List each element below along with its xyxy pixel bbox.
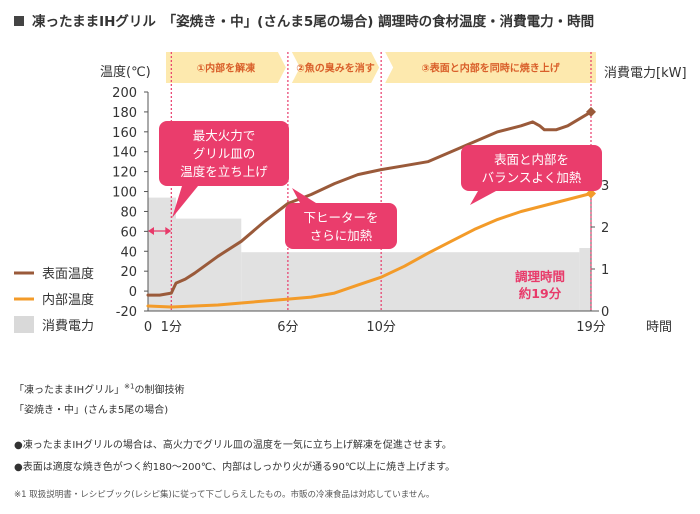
callout-tail-0 <box>172 186 198 218</box>
y-left-tick-0: 200 <box>112 86 137 101</box>
callout-text-1-0: 下ヒーターを <box>303 210 378 225</box>
y-left-tick-5: 100 <box>112 186 137 201</box>
y-left-tick-8: 40 <box>120 245 137 260</box>
x-tick-1: 1分 <box>161 320 182 335</box>
y-right-tick-1: 2 <box>601 221 609 236</box>
phase-banner-2 <box>385 52 596 83</box>
y-left-tick-3: 140 <box>112 146 137 161</box>
callout-text-2-1: バランスよく加熱 <box>482 170 582 185</box>
legend-label-1: 内部温度 <box>42 292 94 308</box>
y-left-tick-2: 160 <box>112 126 137 141</box>
note-footnote: ※1 取扱説明書・レシピブック(レシピ集)に従って下ごしらえしたもの。市販の冷凍… <box>14 490 435 500</box>
y-left-tick-7: 60 <box>120 225 137 240</box>
y-right-tick-3: 0 <box>601 305 609 320</box>
phase-label-1: ②魚の臭みを消す <box>296 62 374 75</box>
arrow-head-right-icon <box>165 227 172 235</box>
callout-tail-1 <box>292 188 316 203</box>
y-left-tick-4: 120 <box>112 166 137 181</box>
annotation-text-1: 約19分 <box>519 286 562 301</box>
callout-tail-2 <box>470 191 496 205</box>
legend-label-0: 表面温度 <box>42 266 94 282</box>
callout-box-0 <box>159 121 289 186</box>
y-left-tick-9: 20 <box>120 265 137 280</box>
chart-title: 凍ったままIHグリル 「姿焼き・中」(さんま5尾の場合) 調理時の食材温度・消費… <box>14 10 594 30</box>
y-left-label: 温度(℃) <box>100 64 151 80</box>
x-tick-4: 19分 <box>576 320 606 335</box>
y-left-tick-10: 0 <box>129 285 137 300</box>
y-left-tick-1: 180 <box>112 106 137 121</box>
series-end-marker-0 <box>586 106 596 117</box>
y-right-label: 消費電力[kW] <box>604 66 687 81</box>
note-line1: 「凍ったままIHグリル」※1の制御技術 <box>14 382 185 396</box>
series-line-1 <box>146 192 593 309</box>
series-end-marker-1 <box>586 188 596 199</box>
y-right-tick-2: 1 <box>601 263 609 278</box>
chart: ①内部を解凍 ②魚の臭みを消す ③表面と内部を同時に焼き上げ 20018016014… <box>14 52 687 335</box>
legend-swatch-2 <box>14 316 34 333</box>
x-label: 時間 <box>646 320 672 335</box>
y-left-tick-11: -20 <box>116 305 137 320</box>
note-line2: 「姿焼き・中」(さんま5尾の場合) <box>14 405 169 416</box>
series <box>146 106 596 309</box>
x-tick-3: 10分 <box>366 320 396 335</box>
phase-label-2: ③表面と内部を同時に焼き上げ <box>421 62 560 75</box>
x-tick-2: 6分 <box>277 320 298 335</box>
callout-box-1 <box>285 203 397 249</box>
phase-label-0: ①内部を解凍 <box>197 62 256 75</box>
phase-banners: ①内部を解凍 ②魚の臭みを消す ③表面と内部を同時に焼き上げ <box>166 52 596 83</box>
power-bar-3 <box>579 248 591 311</box>
callout-text-0-0: 最大火力で <box>193 128 256 143</box>
series-line-0 <box>146 110 593 297</box>
note-bullet2: ●表面は適度な焼き色がつく約180～200℃、内部はしっかり火が通る90℃以上に… <box>14 462 456 473</box>
note-bullet1: ●凍ったままIHグリルの場合は、高火力でグリル皿の温度を一気に立ち上げ解凍を促進… <box>14 440 452 451</box>
legend-label-2: 消費電力 <box>42 319 94 334</box>
y-right-tick-0: 3 <box>601 179 609 194</box>
chart-title-text: 凍ったままIHグリル 「姿焼き・中」(さんま5尾の場合) 調理時の食材温度・消費… <box>32 14 595 30</box>
x-tick-0: 0 <box>144 320 152 335</box>
arrow-head-left-icon <box>148 227 154 235</box>
callout-box-2 <box>461 145 602 191</box>
callout-text-0-1: グリル皿の <box>193 146 256 161</box>
callout-text-1-1: さらに加熱 <box>310 228 373 243</box>
phase-banner-0 <box>166 52 286 83</box>
callout-text-2-0: 表面と内部を <box>494 152 569 167</box>
phase-banner-1 <box>291 52 380 83</box>
y-left-tick-6: 80 <box>120 205 137 220</box>
annotation-text-0: 調理時間 <box>515 269 565 284</box>
callout-text-0-2: 温度を立ち上げ <box>180 164 268 179</box>
title-square-icon <box>14 16 24 26</box>
